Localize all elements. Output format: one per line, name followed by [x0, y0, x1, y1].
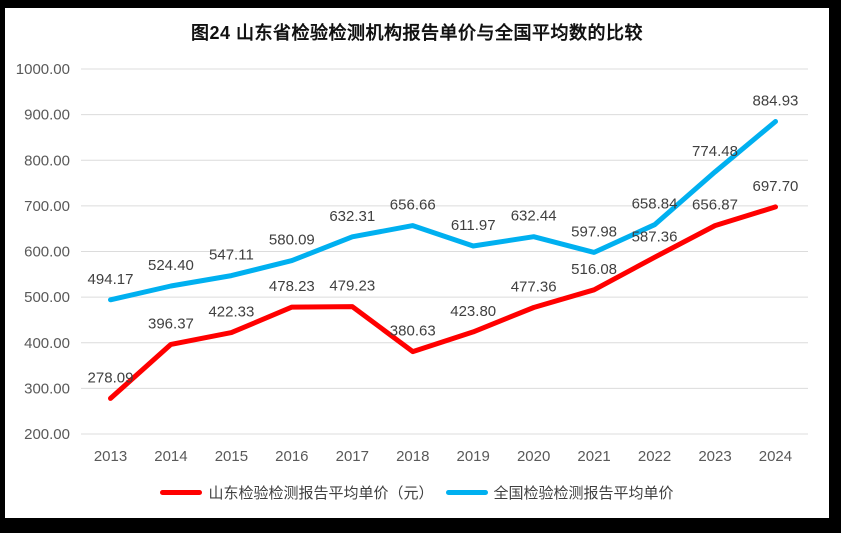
- data-label-national: 611.97: [451, 217, 496, 234]
- legend-label-national: 全国检验检测报告平均单价: [493, 485, 674, 502]
- legend-label-shandong: 山东检验检测报告平均单价（元）: [208, 485, 434, 502]
- y-tick-label: 200.00: [24, 426, 70, 443]
- y-tick-label: 600.00: [24, 244, 70, 261]
- x-tick-label: 2022: [638, 448, 671, 465]
- data-label-shandong: 380.63: [390, 323, 436, 340]
- data-label-shandong: 479.23: [329, 278, 375, 295]
- x-tick-label: 2023: [698, 448, 731, 465]
- data-label-national: 774.48: [692, 143, 738, 160]
- data-label-shandong: 423.80: [450, 303, 496, 320]
- x-tick-label: 2015: [215, 448, 248, 465]
- data-label-national: 547.11: [209, 247, 254, 264]
- y-tick-label: 800.00: [24, 152, 70, 169]
- x-tick-label: 2021: [577, 448, 610, 465]
- y-tick-label: 500.00: [24, 289, 70, 306]
- data-label-shandong: 516.08: [571, 261, 617, 278]
- data-label-shandong: 656.87: [692, 197, 738, 214]
- data-label-national: 494.17: [88, 271, 134, 288]
- y-tick-label: 300.00: [24, 380, 70, 397]
- x-tick-label: 2018: [396, 448, 429, 465]
- data-label-shandong: 278.09: [88, 369, 134, 386]
- legend-swatch-national-line: [445, 490, 488, 495]
- x-tick-label: 2020: [517, 448, 550, 465]
- data-label-shandong: 587.36: [632, 228, 678, 245]
- data-label-shandong: 477.36: [511, 278, 557, 295]
- chart-legend: 山东检验检测报告平均单价（元） 全国检验检测报告平均单价: [5, 482, 829, 503]
- series-line-shandong: [108, 204, 778, 401]
- x-tick-label: 2013: [94, 448, 127, 465]
- data-label-national: 656.66: [390, 197, 436, 214]
- data-label-national: 884.93: [753, 93, 799, 110]
- y-tick-label: 400.00: [24, 335, 70, 352]
- data-label-shandong: 422.33: [208, 304, 254, 321]
- y-tick-label: 700.00: [24, 198, 70, 215]
- data-label-national: 597.98: [571, 223, 617, 240]
- x-tick-label: 2017: [336, 448, 369, 465]
- series-line-national: [108, 119, 778, 303]
- x-tick-label: 2024: [759, 448, 792, 465]
- x-tick-label: 2016: [275, 448, 308, 465]
- data-label-shandong: 697.70: [753, 178, 799, 195]
- data-label-national: 632.31: [329, 208, 375, 225]
- data-label-national: 632.44: [511, 208, 557, 225]
- legend-swatch-shandong-line: [160, 490, 203, 495]
- x-tick-label: 2019: [457, 448, 490, 465]
- y-tick-label: 900.00: [24, 107, 70, 124]
- chart-canvas: 图24 山东省检验检测机构报告单价与全国平均数的比较 1000.00 900.00…: [5, 8, 829, 518]
- data-label-national: 658.84: [632, 196, 678, 213]
- chart-title: 图24 山东省检验检测机构报告单价与全国平均数的比较: [190, 23, 644, 43]
- line-chart-plot: 1000.00 900.00 800.00 700.00 600.00 500.00 400…: [16, 61, 808, 465]
- x-tick-label: 2014: [154, 448, 187, 465]
- data-label-shandong: 478.23: [269, 278, 315, 295]
- y-tick-label: 1000.00: [16, 61, 70, 78]
- data-label-national: 524.40: [148, 257, 194, 274]
- data-label-shandong: 396.37: [148, 315, 194, 332]
- data-label-national: 580.09: [269, 232, 315, 249]
